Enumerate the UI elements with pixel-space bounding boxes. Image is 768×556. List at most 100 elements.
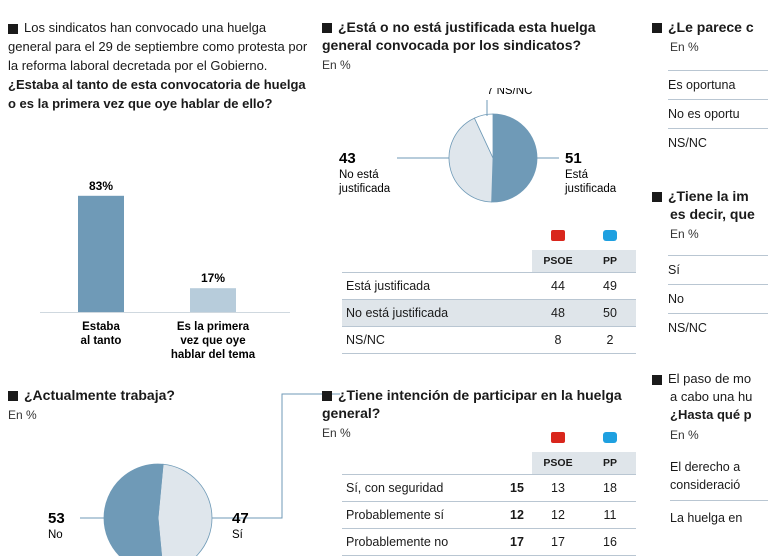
right-q3-line-1: El paso de mo — [668, 371, 752, 386]
justified-question: ¿Está o no está justificada esta huelga … — [322, 19, 596, 53]
table-cell: 17 — [532, 529, 584, 556]
psoe-logo-icon — [551, 432, 565, 443]
table-cell: 44 — [532, 273, 584, 300]
bar-category-label: al tanto — [81, 335, 122, 347]
right-q1-title: ¿Le parece c — [668, 19, 754, 35]
table-col-header — [502, 452, 532, 475]
right-q1-rows: Es oportuna No es oportu NS/NC — [668, 70, 768, 157]
table-col-header: PSOE — [532, 452, 584, 475]
right-q2-title-1: ¿Tiene la im — [668, 188, 749, 204]
pie-slice-label: justificada — [338, 183, 391, 195]
pie-slice-label: No está — [339, 169, 379, 181]
right-q1-subtitle: En % — [670, 40, 699, 54]
bar-category-label: vez que oye — [180, 335, 245, 347]
works-question: ¿Actualmente trabaja? — [24, 387, 175, 403]
pie-value-label: 47 — [232, 510, 249, 527]
bullet-square-icon — [652, 192, 662, 203]
table-cell: 8 — [532, 327, 584, 354]
bullet-square-icon — [322, 23, 332, 34]
table-cell: 48 — [532, 300, 584, 327]
right-q3-row: consideració — [670, 476, 768, 501]
justified-panel: ¿Está o no está justificada esta huelga … — [322, 18, 627, 72]
table-cell: 49 — [584, 273, 636, 300]
table-cell: 13 — [532, 475, 584, 502]
intention-table-wrap: PSOE PP Sí, con seguridad 15 13 18 Probablemen… — [342, 426, 636, 556]
table-cell: 18 — [584, 475, 636, 502]
right-q3-row: El derecho a — [670, 460, 741, 474]
pie-slice — [491, 113, 538, 203]
pie-slice-label: No — [48, 529, 63, 541]
pie-value-label: 51 — [565, 150, 582, 167]
bullet-square-icon — [8, 23, 18, 34]
pie-slice-label: justificada — [564, 183, 617, 195]
works-pie-chart: 53 No 47 Sí — [48, 393, 340, 556]
table-row: NS/NC 8 2 — [342, 327, 636, 354]
bar — [78, 195, 124, 312]
right-q2-rows: Sí No NS/NC — [668, 255, 768, 342]
right-q2-row: NS/NC — [668, 321, 707, 335]
table-col-header: PSOE — [532, 250, 584, 273]
awareness-bar-chart: 83% 17% Estaba al tanto Es la primera vez que… — [40, 179, 290, 361]
table-cell: 11 — [584, 502, 636, 529]
bullet-square-icon — [322, 391, 332, 402]
justified-subtitle: En % — [322, 58, 351, 72]
right-q2-subtitle: En % — [670, 227, 699, 241]
pie-slice — [103, 463, 164, 556]
right-q3-line-2: a cabo una hu — [670, 389, 753, 404]
table-row: Sí, con seguridad 15 13 18 — [342, 475, 636, 502]
right-q2-title-2: es decir, que — [670, 206, 755, 222]
awareness-question: ¿Estaba al tanto de esta convocatoria de… — [8, 77, 306, 111]
table-row: Está justificada 44 49 — [342, 273, 636, 300]
bar-category-label: Es la primera — [177, 321, 250, 333]
pie-slice-label: Sí — [232, 529, 244, 541]
table-row-label: NS/NC — [342, 327, 532, 354]
bullet-square-icon — [652, 374, 662, 385]
table-cell: 12 — [502, 502, 532, 529]
pie-slice — [448, 117, 494, 203]
pie-slice — [473, 113, 494, 159]
bar-category-label: hablar del tema — [171, 349, 256, 361]
psoe-logo-icon — [551, 230, 565, 241]
right-q1-row: Es oportuna — [668, 71, 768, 100]
pie-slice-label: Está — [565, 169, 589, 181]
right-q1-row: NS/NC — [668, 136, 707, 150]
table-row: Probablemente no 17 17 16 — [342, 529, 636, 556]
right-q3-subtitle: En % — [670, 428, 699, 442]
right-q3-line-3: ¿Hasta qué p — [670, 407, 752, 422]
pp-logo-icon — [603, 432, 617, 443]
table-row-label: Probablemente no — [342, 529, 502, 556]
table-row: No está justificada 48 50 — [342, 300, 636, 327]
pie-label-nsnc: 7 NS/NC — [487, 88, 532, 97]
table-cell: 16 — [584, 529, 636, 556]
works-subtitle: En % — [8, 408, 37, 422]
right-q1-row: No es oportu — [668, 100, 768, 129]
table-cell: 2 — [584, 327, 636, 354]
table-cell: 17 — [502, 529, 532, 556]
table-row-label: Probablemente sí — [342, 502, 502, 529]
pie-value-label: 53 — [48, 510, 65, 527]
table-cell: 15 — [502, 475, 532, 502]
right-q2-row: No — [668, 285, 768, 314]
bullet-square-icon — [652, 23, 662, 34]
awareness-intro: Los sindicatos han convocado una huelga … — [8, 18, 308, 113]
strike-awareness-panel: Los sindicatos han convocado una huelga … — [8, 18, 308, 113]
table-row-label: Está justificada — [342, 273, 532, 300]
pp-logo-icon — [603, 230, 617, 241]
right-column: ¿Le parece c En % Es oportuna No es opor… — [652, 18, 768, 556]
bar-category-label: Estaba — [82, 321, 120, 333]
table-row-label: Sí, con seguridad — [342, 475, 502, 502]
works-panel: ¿Actualmente trabaja? En % — [8, 386, 308, 422]
table-col-header: PP — [584, 250, 636, 273]
pie-slice — [157, 463, 213, 556]
intro-text: Los sindicatos han convocado una huelga … — [8, 20, 308, 73]
pie-value-label: 43 — [339, 150, 356, 167]
table-row-label: No está justificada — [342, 300, 532, 327]
bar — [190, 288, 236, 312]
justified-pie-chart: 7 NS/NC 51 Está justificada 43 No está justifi… — [338, 88, 617, 203]
table-row: Probablemente sí 12 12 11 — [342, 502, 636, 529]
bullet-square-icon — [8, 391, 18, 402]
bar-value-label: 83% — [89, 179, 113, 193]
table-col-header: PP — [584, 452, 636, 475]
table-cell: 50 — [584, 300, 636, 327]
table-cell: 12 — [532, 502, 584, 529]
